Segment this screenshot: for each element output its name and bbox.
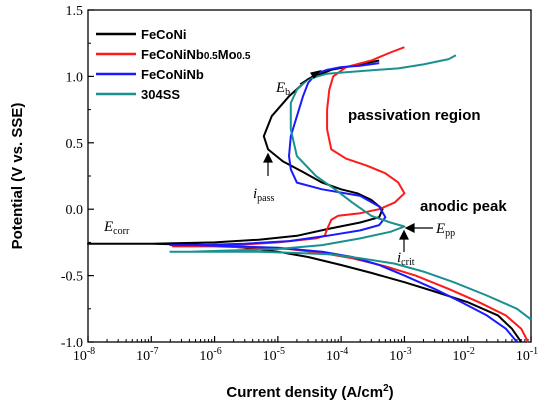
x-tick-label: 10-6 bbox=[199, 346, 221, 364]
y-tick-label: -0.5 bbox=[61, 270, 83, 285]
legend-label: FeCoNi bbox=[141, 27, 187, 42]
eb-label-sub: b bbox=[285, 87, 290, 98]
legend-label: FeCoNiNb bbox=[141, 67, 204, 82]
eb-label: Eb bbox=[275, 80, 290, 98]
x-tick-label: 10-1 bbox=[516, 346, 538, 364]
x-tick-label: 10-8 bbox=[73, 346, 95, 364]
x-tick-label: 10-5 bbox=[263, 346, 285, 364]
y-tick-label: 1.5 bbox=[66, 4, 84, 19]
legend-label: FeCoNiNb0.5Mo0.5 bbox=[141, 47, 251, 62]
x-tick-label: 10-2 bbox=[453, 346, 475, 364]
icrit-label: icrit bbox=[397, 250, 415, 268]
y-tick-label: 1.0 bbox=[66, 70, 84, 85]
x-tick-label: 10-7 bbox=[136, 346, 158, 364]
x-axis-title: Current density (A/cm2) bbox=[226, 383, 393, 401]
ipass-arrow-head bbox=[263, 152, 273, 163]
series-line-3 bbox=[169, 62, 518, 343]
y-tick-label: 0.5 bbox=[66, 137, 84, 152]
anodic-peak-label: anodic peak bbox=[420, 198, 507, 215]
passivation-region-label: passivation region bbox=[348, 107, 481, 124]
y-tick-label: 0.0 bbox=[66, 203, 84, 218]
legend: FeCoNi FeCoNiNb0.5Mo0.5 FeCoNiNb 304SS bbox=[96, 27, 251, 102]
ipass-label-main: i bbox=[253, 186, 257, 202]
ecorr-label-sub: corr bbox=[113, 226, 130, 237]
ipass-label-sub: pass bbox=[257, 193, 274, 204]
icrit-label-main: i bbox=[397, 250, 401, 266]
epp-label: Epp bbox=[435, 221, 455, 239]
epp-arrow-head bbox=[404, 223, 415, 233]
x-axis-title-end: ) bbox=[389, 384, 394, 401]
icrit-label-sub: crit bbox=[401, 257, 415, 268]
ecorr-label: Ecorr bbox=[103, 219, 130, 237]
series-line-1 bbox=[87, 59, 523, 343]
annotation-arrows bbox=[263, 70, 433, 252]
eb-arrow-head bbox=[310, 70, 322, 80]
series-line-4 bbox=[169, 54, 532, 321]
ipass-label: ipass bbox=[253, 186, 275, 204]
series-layer bbox=[87, 46, 532, 343]
x-tick-label: 10-4 bbox=[326, 346, 348, 364]
icrit-arrow-head bbox=[399, 229, 409, 240]
y-axis-title: Potential (V vs. SSE) bbox=[9, 103, 26, 250]
axis-ticks: 10-8 10-7 10-6 10-5 10-4 10-3 10-2 10-1 -1.0 -0.5… bbox=[61, 4, 538, 364]
ecorr-label-main: E bbox=[103, 219, 113, 235]
eb-label-main: E bbox=[275, 80, 285, 96]
legend-label: 304SS bbox=[141, 87, 180, 102]
y-tick-label: -1.0 bbox=[61, 336, 83, 351]
x-tick-label: 10-3 bbox=[389, 346, 411, 364]
x-axis-title-sup: 2 bbox=[383, 383, 389, 394]
epp-label-main: E bbox=[435, 221, 445, 237]
x-axis-title-main: Current density (A/cm bbox=[226, 384, 383, 401]
epp-label-sub: pp bbox=[445, 228, 455, 239]
